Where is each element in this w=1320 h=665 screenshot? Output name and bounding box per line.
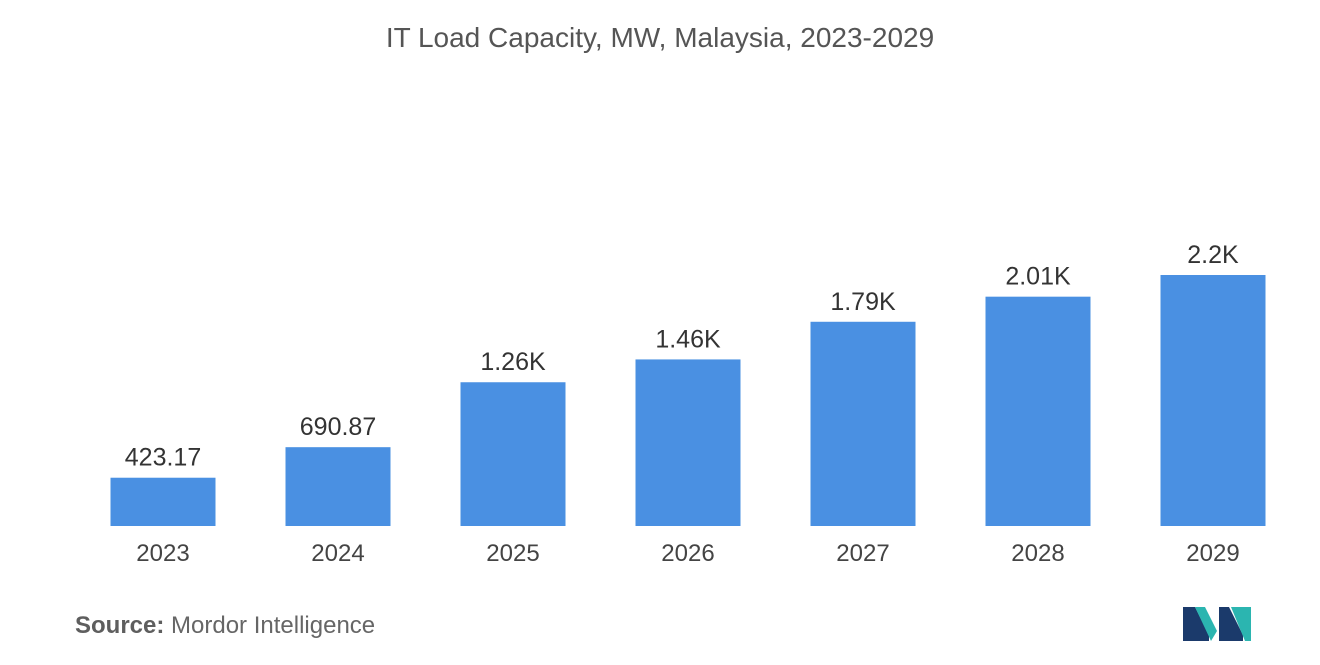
bar-2025: [460, 382, 566, 526]
bar-2028: [985, 296, 1091, 526]
value-label-2028: 2.01K: [1005, 263, 1071, 291]
bar-2029: [1160, 275, 1266, 526]
bars-group: [110, 275, 1266, 526]
chart-title: IT Load Capacity, MW, Malaysia, 2023-202…: [385, 22, 935, 53]
x-tick-label-2025: 2025: [486, 540, 539, 567]
x-tick-label-2026: 2026: [661, 540, 714, 567]
source-label: Source:: [75, 612, 165, 639]
bar-2023: [110, 477, 216, 526]
value-label-2026: 1.46K: [655, 325, 721, 353]
bar-2024: [285, 447, 391, 526]
mordor-intelligence-logo-icon: [1183, 607, 1251, 641]
x-tick-label-2023: 2023: [136, 540, 189, 567]
value-labels-group: 423.17 690.87 1.26K 1.46K 1.79K 2.01K 2.2K: [125, 241, 1239, 472]
x-tick-label-2028: 2028: [1011, 540, 1064, 567]
value-label-2029: 2.2K: [1187, 241, 1239, 269]
x-tick-label-2029: 2029: [1186, 540, 1239, 567]
value-label-2025: 1.26K: [480, 348, 546, 376]
source-note: Source: Mordor Intelligence: [75, 612, 375, 640]
logo-right-shape: [1219, 607, 1243, 641]
value-label-2023: 423.17: [125, 444, 201, 472]
bar-chart: 423.17 690.87 1.26K 1.46K 1.79K 2.01K 2.2K 202…: [110, 241, 1266, 567]
x-tick-label-2027: 2027: [836, 540, 889, 567]
value-label-2027: 1.79K: [830, 288, 896, 316]
bar-2026: [635, 359, 741, 526]
logo-left-shape: [1183, 607, 1209, 641]
bar-2027: [810, 321, 916, 526]
source-text: Mordor Intelligence: [171, 612, 376, 639]
logo-right-accent: [1231, 607, 1251, 641]
value-label-2024: 690.87: [300, 413, 376, 441]
x-axis-ticks: 2023 2024 2025 2026 2027 2028 2029: [136, 540, 1239, 567]
x-tick-label-2024: 2024: [311, 540, 364, 567]
logo-left-accent: [1195, 607, 1217, 641]
